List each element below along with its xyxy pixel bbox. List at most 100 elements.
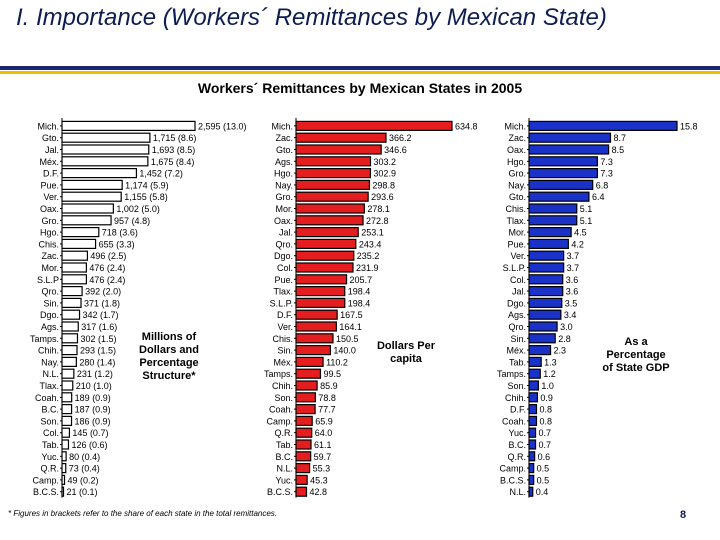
- panel3-value-label: 3.6: [566, 275, 579, 285]
- panel3-bar: [528, 262, 565, 273]
- panel3-value-label: 4.5: [574, 228, 587, 238]
- panel1-bar: [61, 309, 81, 320]
- panel3-bar: [528, 274, 564, 285]
- panel2-bar: [295, 392, 316, 403]
- panel3-category-label: Ver.: [510, 251, 526, 261]
- panel3-value-label: 3.6: [566, 287, 579, 297]
- panel2-bar: [295, 368, 322, 379]
- panel3-value-label: 0.8: [539, 405, 552, 415]
- panel2-category-label: Coah.: [269, 405, 293, 415]
- panel2-category-label: Mor.: [275, 204, 293, 214]
- panel1-category-label: Tab.: [42, 440, 59, 450]
- panel1-category-label: Sin.: [43, 298, 59, 308]
- panel1-bar: [61, 132, 151, 143]
- panel1-value-label: 1,715 (8.6): [153, 133, 197, 143]
- panel1-bar: [61, 439, 70, 450]
- panel1-bar: [61, 427, 71, 438]
- panel1-category-label: B.C.: [41, 405, 59, 415]
- panel1-category-label: Mor.: [41, 263, 59, 273]
- panel2-value-label: 634.8: [455, 121, 478, 131]
- panel1-bar: [61, 238, 97, 249]
- panel2-category-label: Q.R.: [274, 428, 293, 438]
- panel1-category-label: Yuc.: [41, 452, 59, 462]
- panel2-category-label: B.C.S.: [267, 487, 293, 497]
- panel2-value-label: 45.3: [310, 475, 328, 485]
- panel2-bar: [295, 439, 312, 450]
- panel2-bar: [295, 262, 354, 273]
- panel1-value-label: 126 (0.6): [71, 440, 107, 450]
- panel3-category-label: D.F.: [510, 405, 526, 415]
- panel1-bar: [61, 144, 150, 155]
- panel3-bar: [528, 191, 590, 202]
- panel3-bar: [528, 297, 563, 308]
- panel2-bar: [295, 333, 334, 344]
- panel3-bar: [528, 156, 598, 167]
- panel2-value-label: 235.2: [357, 251, 380, 261]
- panel3-value-label: 1.2: [543, 369, 556, 379]
- panel1-category-label: Tamps.: [30, 334, 59, 344]
- panel1-value-label: 718 (3.6): [102, 228, 138, 238]
- panel2-category-label: Ver.: [277, 322, 293, 332]
- panel3-category-label: Gro.: [508, 169, 526, 179]
- panel2-value-label: 253.1: [361, 228, 384, 238]
- panel1-bar: [61, 380, 74, 391]
- panel1-bar: [61, 156, 149, 167]
- panel3-value-label: 15.8: [680, 121, 698, 131]
- panel2-value-label: 55.3: [313, 464, 331, 474]
- panel2-bar: [295, 238, 357, 249]
- footnote: * Figures in brackets refer to the share…: [8, 509, 278, 518]
- panel1-value-label: 1,174 (5.9): [125, 180, 169, 190]
- panel3-bar: [528, 250, 565, 261]
- panel2-category-label: Tamps.: [264, 369, 293, 379]
- panel1-value-label: 1,693 (8.5): [152, 145, 196, 155]
- panel2-bar: [295, 463, 311, 474]
- panel2-bar: [295, 120, 453, 132]
- panel1-bar: [61, 203, 114, 214]
- panel1-category-label: Chis.: [38, 239, 59, 249]
- panel3-value-label: 1.3: [544, 357, 557, 367]
- panel1-bar: [61, 345, 78, 356]
- panel1-value-label: 2,595 (13.0): [198, 121, 247, 131]
- panel2-value-label: 110.2: [326, 357, 348, 367]
- panel2-bar: [295, 179, 371, 190]
- panel3-annotation: As a Percentage of State GDP: [602, 336, 670, 374]
- panel1-annotation: Millions of Dollars and Percentage Struc…: [139, 331, 199, 382]
- panel3-category-label: Oax.: [507, 145, 526, 155]
- panel3-bar: [528, 309, 562, 320]
- panel1-category-label: S.L.P: [37, 275, 59, 285]
- panel3-category-label: B.C.: [508, 440, 526, 450]
- panel1-category-label: Oax.: [40, 204, 59, 214]
- panel2-category-label: N.L.: [276, 464, 293, 474]
- panel2-category-label: Méx.: [273, 357, 293, 367]
- panel3-category-label: Gto.: [509, 192, 526, 202]
- panel1-category-label: Gto.: [42, 133, 59, 143]
- panel3-bar: [528, 404, 538, 415]
- panel2-bar: [295, 215, 364, 226]
- panel1-value-label: 231 (1.2): [77, 369, 113, 379]
- panel2-category-label: Yuc.: [275, 475, 293, 485]
- panel3-value-label: 5.1: [580, 216, 593, 226]
- panel2-value-label: 77.7: [318, 405, 336, 415]
- panel1-category-label: Nay.: [41, 357, 59, 367]
- panel3-category-label: Col.: [510, 275, 526, 285]
- panel2-bar: [295, 321, 337, 332]
- panel1-bar: [61, 297, 82, 308]
- panel3-category-label: Qro.: [508, 322, 526, 332]
- panel1-bar: [61, 179, 123, 190]
- panel2-bar: [295, 486, 308, 497]
- panel2-category-label: Nay.: [275, 180, 293, 190]
- panel3-category-label: Zac.: [508, 133, 526, 143]
- panel1-category-label: Ags.: [41, 322, 59, 332]
- panel1-category-label: Hgo.: [40, 228, 59, 238]
- panel3-bar: [528, 120, 678, 132]
- panel1-value-label: 187 (0.9): [75, 405, 111, 415]
- slide-title: I. Importance (Workers´ Remittances by M…: [16, 4, 607, 31]
- panel3-bar: [528, 380, 539, 391]
- panel1-category-label: Qro.: [41, 287, 59, 297]
- panel2-category-label: Tlax.: [273, 287, 293, 297]
- panel1-category-label: Son.: [40, 416, 59, 426]
- panel1-value-label: 189 (0.9): [75, 393, 111, 403]
- panel1-value-label: 1,675 (8.4): [151, 157, 195, 167]
- panel1-bar: [61, 451, 67, 462]
